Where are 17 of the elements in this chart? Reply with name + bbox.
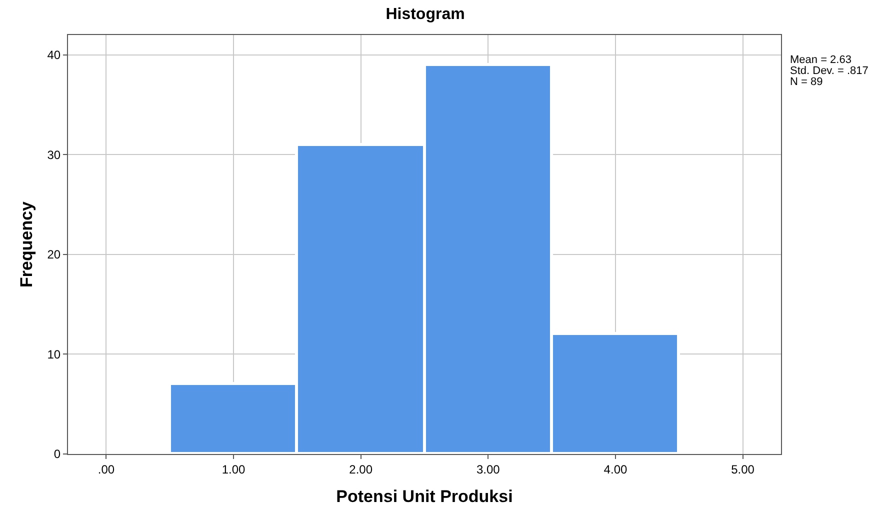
text: Mean = 2.63 [790,54,852,66]
x-tick-label: 5.00 [731,462,755,476]
y-axis-title: Frequency [16,200,36,288]
x-tick-label: 3.00 [476,462,500,476]
chart-title: Histogram [386,6,465,23]
text: N = 89 [790,76,823,88]
y-tick-label: 40 [47,48,61,62]
y-tick-label: 10 [47,347,61,362]
x-tick-label: 2.00 [349,462,373,476]
y-tick-label: 0 [54,447,61,462]
y-tick-label: 30 [47,148,61,162]
x-tick-label: .00 [98,462,115,476]
x-axis-title: Potensi Unit Produksi [336,486,513,506]
x-tick-label: 4.00 [604,462,628,476]
text: Std. Dev. = .817 [790,65,868,77]
y-tick-label: 20 [47,248,61,262]
x-tick-label: 1.00 [222,462,246,476]
